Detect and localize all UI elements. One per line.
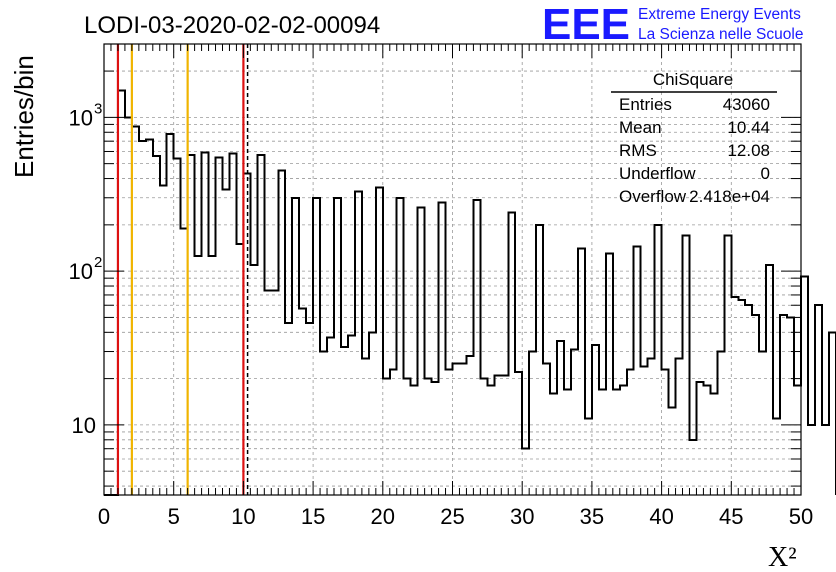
x-tick-label: 35 <box>580 504 604 529</box>
stats-rms-value: 12.08 <box>727 141 770 160</box>
x-tick-label: 45 <box>719 504 743 529</box>
stats-overflow-value: 2.418e+04 <box>689 187 770 206</box>
stats-title: ChiSquare <box>653 70 733 89</box>
y-axis-label: Entries/bin <box>9 55 39 178</box>
stats-entries-value: 43060 <box>723 95 770 114</box>
y-tick-exponent: 3 <box>94 100 102 117</box>
y-tick-exponent: 2 <box>94 254 102 271</box>
stats-underflow-value: 0 <box>761 164 770 183</box>
stats-mean-value: 10.44 <box>727 118 770 137</box>
eee-logo-text: EEE <box>542 0 630 49</box>
histogram-outline <box>104 89 836 496</box>
stats-overflow-label: Overflow <box>619 187 687 206</box>
histogram-bars <box>104 89 836 496</box>
x-tick-label: 5 <box>168 504 180 529</box>
brand-line-2: La Scienza nelle Scuole <box>638 26 803 43</box>
stats-rms-label: RMS <box>619 141 657 160</box>
y-tick-label: 10 <box>69 105 93 130</box>
x-axis-label: X² <box>768 542 797 572</box>
x-tick-label: 15 <box>301 504 325 529</box>
y-tick-label: 10 <box>69 259 93 284</box>
x-tick-label: 20 <box>371 504 395 529</box>
stats-box: ChiSquare Entries 43060 Mean 10.44 RMS 1… <box>611 70 777 206</box>
plot-title: LODI-03-2020-02-02-00094 <box>84 12 380 39</box>
stats-underflow-label: Underflow <box>619 164 696 183</box>
x-tick-label: 50 <box>789 504 813 529</box>
cut-lines <box>116 44 249 495</box>
x-tick-label: 25 <box>440 504 464 529</box>
x-tick-label: 0 <box>98 504 110 529</box>
stats-entries-label: Entries <box>619 95 672 114</box>
x-tick-label: 10 <box>231 504 255 529</box>
x-tick-label: 30 <box>510 504 534 529</box>
y-tick-label: 10 <box>72 413 96 438</box>
stats-mean-label: Mean <box>619 118 662 137</box>
x-tick-label: 40 <box>649 504 673 529</box>
brand-line-1: Extreme Energy Events <box>638 6 801 23</box>
